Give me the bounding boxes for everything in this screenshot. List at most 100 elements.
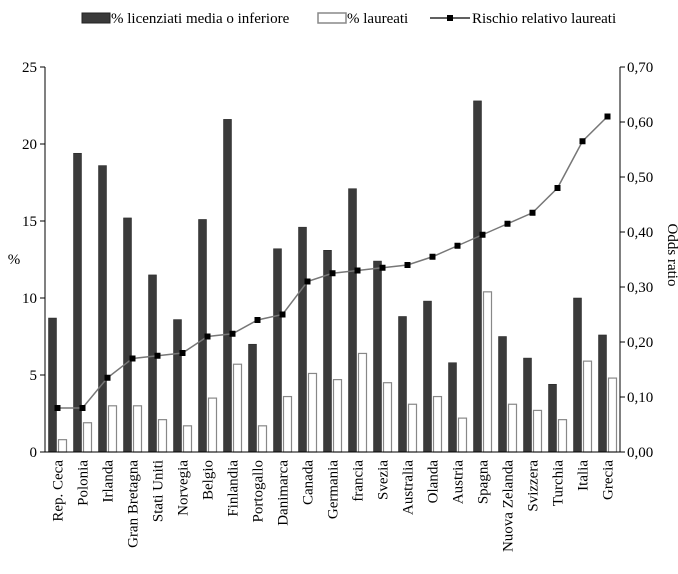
odds-ratio-point: [529, 209, 536, 216]
right-tick-label: 0,00: [627, 445, 653, 461]
category-label: Canada: [301, 460, 317, 505]
bar-laureati: [157, 419, 168, 453]
bar-laureati: [107, 405, 118, 453]
odds-ratio-line-layer: [54, 113, 611, 411]
left-tick-label: 5: [30, 368, 38, 384]
bar-licenziati: [398, 316, 407, 453]
odds-ratio-point: [229, 330, 236, 337]
bar-licenziati: [598, 334, 607, 453]
left-tick-label: 10: [22, 291, 37, 307]
category-label: Svizzera: [526, 460, 542, 512]
category-label: Belgio: [201, 460, 217, 500]
bar-laureati: [307, 372, 318, 453]
odds-ratio-point: [579, 138, 586, 145]
category-label: Danimarca: [276, 460, 292, 526]
odds-ratio-point: [154, 352, 161, 359]
odds-ratio-point: [554, 185, 561, 191]
category-label: Irlanda: [101, 460, 117, 503]
odds-ratio-point: [79, 405, 86, 411]
bar-laureati: [257, 425, 268, 453]
odds-ratio-point: [454, 242, 461, 249]
odds-ratio-point: [254, 317, 261, 323]
category-label: Nuova Zelanda: [501, 460, 517, 552]
bar-licenziati: [373, 260, 382, 453]
legend-marker-odds: [447, 15, 453, 21]
bar-laureati: [532, 409, 543, 453]
bar-licenziati: [523, 357, 532, 453]
bar-laureati: [232, 363, 243, 453]
bar-laureati: [432, 395, 443, 453]
bar-laureati: [332, 379, 343, 453]
bar-laureati: [407, 403, 418, 453]
right-tick-label: 0,50: [627, 170, 653, 186]
category-label: Turchia: [551, 460, 567, 506]
bar-licenziati: [148, 274, 157, 453]
odds-ratio-point: [204, 333, 211, 340]
odds-ratio-point: [329, 270, 336, 277]
bar-licenziati: [223, 119, 232, 453]
bar-licenziati: [498, 336, 507, 453]
odds-ratio-point: [379, 264, 386, 271]
category-label: Rep. Ceca: [51, 460, 67, 522]
odds-ratio-point: [479, 231, 486, 238]
right-tick-label: 0,30: [627, 280, 653, 296]
right-tick-labels: 0,00 0,10 0,20 0,30 0,40 0,50 0,60 0,70: [620, 60, 653, 461]
legend-label-laureati: % laureati: [347, 11, 408, 27]
bar-laureati: [582, 360, 593, 453]
right-tick-label: 0,60: [627, 115, 653, 131]
category-label: Gran Bretagna: [126, 460, 142, 548]
category-label: francia: [351, 460, 367, 502]
bar-licenziati: [48, 317, 57, 453]
category-label: Stati Uniti: [151, 460, 167, 522]
odds-ratio-point: [354, 267, 361, 274]
bar-licenziati: [173, 319, 182, 453]
odds-ratio-point: [179, 350, 186, 356]
right-tick-label: 0,20: [627, 335, 653, 351]
category-label: Italia: [576, 460, 592, 491]
odds-ratio-point: [129, 355, 136, 362]
left-tick-labels: 0 5 10 15 20 25: [22, 60, 45, 461]
odds-ratio-point: [604, 113, 611, 120]
category-label: Germania: [326, 460, 342, 519]
left-tick-label: 15: [22, 214, 37, 230]
bar-laureati: [482, 291, 493, 453]
bar-licenziati: [548, 383, 557, 453]
bar-laureati: [82, 422, 93, 453]
left-tick-label: 20: [22, 137, 37, 153]
axes: [44, 67, 621, 453]
odds-ratio-point: [304, 278, 311, 285]
bar-laureati: [607, 377, 618, 453]
bar-licenziati: [323, 250, 332, 453]
category-label: Australia: [401, 460, 417, 515]
bar-laureati: [457, 417, 468, 453]
bar-laureati: [507, 403, 518, 453]
category-label: Spagna: [476, 460, 492, 505]
category-label: Austria: [451, 460, 467, 505]
odds-ratio-point: [54, 405, 61, 411]
right-tick-label: 0,10: [627, 390, 653, 406]
bars-layer: [48, 100, 618, 453]
category-label: Portogallo: [251, 460, 267, 523]
bar-licenziati: [348, 188, 357, 453]
bar-laureati: [57, 439, 68, 453]
odds-ratio-point: [104, 374, 111, 381]
category-label: Olanda: [426, 460, 442, 504]
right-tick-label: 0,70: [627, 60, 653, 76]
bar-laureati: [207, 397, 218, 453]
odds-ratio-point: [504, 220, 511, 227]
category-labels: Rep. Ceca Polonia Irlanda Gran Bretagna Stat…: [51, 460, 617, 552]
bar-licenziati: [473, 100, 482, 453]
bar-licenziati: [123, 217, 132, 453]
bar-laureati: [357, 352, 368, 453]
odds-ratio-point: [404, 262, 411, 268]
bar-laureati: [382, 382, 393, 453]
bar-licenziati: [298, 226, 307, 453]
left-tick-label: 25: [22, 60, 37, 76]
left-tick-label: 0: [30, 445, 38, 461]
odds-ratio-point: [429, 253, 436, 260]
bar-licenziati: [448, 362, 457, 453]
bar-licenziati: [248, 343, 257, 453]
bar-laureati: [182, 425, 193, 453]
legend-label-odds: Rischio relativo laureati: [472, 11, 616, 27]
